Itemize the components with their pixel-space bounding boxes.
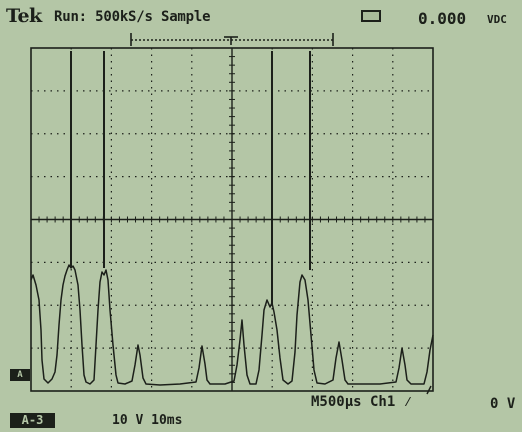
channel-marker: A [10,369,30,381]
record-bracket [130,33,334,46]
menu-tag[interactable]: A-3 [10,413,55,428]
spike-lines [70,51,311,305]
meter-reading: 0.000 [418,9,467,28]
channel-marker-label: A [17,370,23,380]
multimeter-icon [361,10,381,22]
trigger-marker [426,385,432,395]
acquisition-status: Run: 500kS/s Sample [54,9,211,25]
graticule [30,47,434,392]
meter-unit: VDC [487,13,507,26]
trigger-level-readout: 0 V [490,396,516,412]
timebase-readout: M500µs Ch1 ⁄ [311,394,413,410]
brand-logo: Tek [6,5,42,27]
scale-readout: 10 V 10ms [112,413,183,428]
menu-tag-label: A-3 [21,413,44,427]
